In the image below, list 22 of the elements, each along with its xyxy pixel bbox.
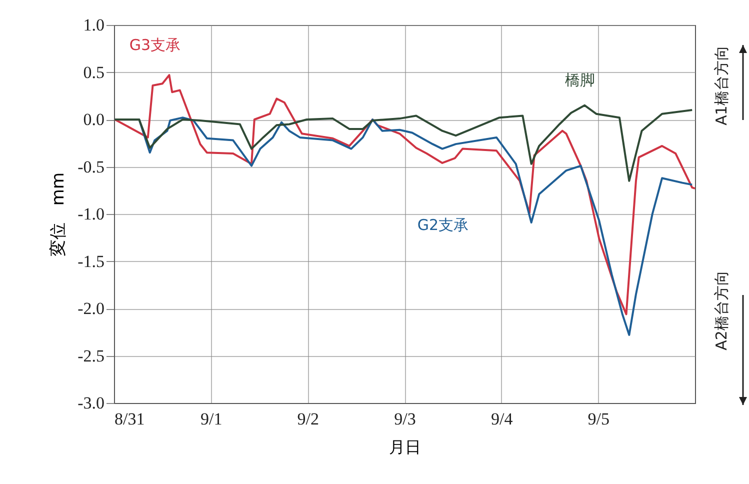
- y-tick-label: -2.5: [78, 346, 104, 366]
- x-tick-label: 9/1: [200, 410, 222, 428]
- x-tick-label: 9/4: [490, 410, 514, 428]
- series-label: 橋脚: [565, 71, 595, 89]
- series-label: G3支承: [129, 36, 181, 54]
- y-tick-label: -2.0: [78, 299, 104, 318]
- y-tick-label: 0.0: [83, 110, 104, 129]
- x-axis-title: 月日: [389, 438, 421, 456]
- y-tick-label: -1.5: [78, 252, 104, 271]
- y-axis-title: 変位 mm: [48, 172, 69, 257]
- y-tick-label: -1.0: [78, 204, 104, 224]
- y-tick-label: 1.0: [83, 16, 104, 34]
- y-tick-label: -0.5: [78, 157, 104, 176]
- x-tick-label: 8/31: [114, 410, 145, 428]
- y-tick-label: -3.0: [78, 394, 104, 412]
- x-tick-label: 9/3: [394, 410, 416, 428]
- text: A2橋台方向: [712, 270, 732, 350]
- text: G2支承: [417, 216, 469, 234]
- text: A1橋台方向: [712, 45, 732, 125]
- y-tick-label: 0.5: [83, 62, 104, 82]
- x-tick-label: 9/5: [588, 410, 610, 428]
- x-tick-label: 9/2: [297, 410, 320, 428]
